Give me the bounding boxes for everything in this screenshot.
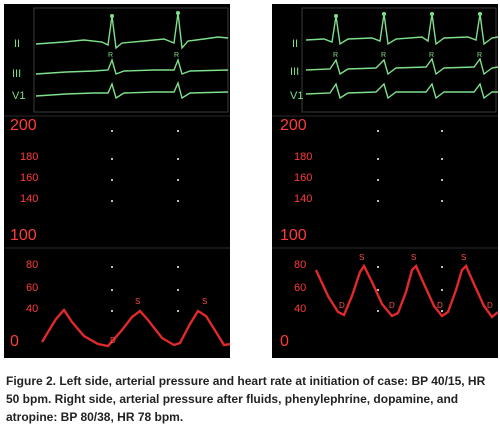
pressure-waveform [314,263,498,319]
diastolic-label: D [339,301,345,310]
scale-140: 140 [20,193,39,205]
lead-label-ii: II [14,38,21,50]
lead-label-iii: III [290,66,300,78]
diastolic-label: D [110,336,116,345]
scale-80: 80 [26,259,39,271]
figure-caption: Figure 2. Left side, arterial pressure a… [6,374,486,424]
scale-40: 40 [26,303,39,315]
systolic-label: S [202,297,208,306]
diastolic-label: D [437,301,443,310]
ecg-frame [301,7,497,113]
scale-200: 200 [280,117,307,134]
ecg-trace-ii [35,12,229,50]
scale-40: 40 [294,303,307,315]
scale-100: 100 [280,227,307,244]
diastolic-label: D [389,301,395,310]
systolic-label: S [411,253,417,262]
lead-label-v1: V1 [12,90,26,102]
lead-label-iii: III [12,68,22,80]
ecg-trace-iii [305,57,498,76]
scale-80: 80 [294,259,307,271]
systolic-label: S [135,297,141,306]
ecg-trace-v1 [305,82,498,100]
scale-0: 0 [10,333,19,350]
ecg-trace-ii [305,13,498,46]
pressure-waveform [40,308,230,348]
scale-180: 180 [294,151,313,163]
scale-160: 160 [20,172,39,184]
ecg-marker-r: R [333,52,339,59]
ecg-frame [33,7,229,113]
scale-180: 180 [20,151,39,163]
monitor-right-graphics [272,7,498,319]
ecg-marker-r: R [174,52,180,59]
scale-60: 60 [294,282,307,294]
lead-label-ii: II [292,38,299,50]
systolic-label: S [461,253,467,262]
ecg-marker-r: R [381,52,387,59]
scale-100: 100 [10,227,37,244]
ecg-marker-r: R [429,52,435,59]
scale-60: 60 [26,282,39,294]
ecg-marker-r: R [477,52,483,59]
monitor-panel-right: II III V1 R R R R 200 180 160 140 100 80… [272,4,498,358]
ecg-trace-iii [35,57,229,75]
monitor-panel-left: II III V1 R R 200 180 160 140 100 80 60 … [4,4,230,358]
lead-label-v1: V1 [290,90,304,102]
scale-200: 200 [10,117,37,134]
ecg-marker-r: R [108,52,114,59]
monitor-left-graphics [4,7,230,348]
systolic-label: S [359,253,365,262]
grid-dots [111,130,179,312]
ecg-trace-v1 [35,80,229,100]
scale-140: 140 [294,193,313,205]
diastolic-label: D [487,301,493,310]
scale-160: 160 [294,172,313,184]
scale-0: 0 [280,333,289,350]
grid-dots [377,130,443,312]
